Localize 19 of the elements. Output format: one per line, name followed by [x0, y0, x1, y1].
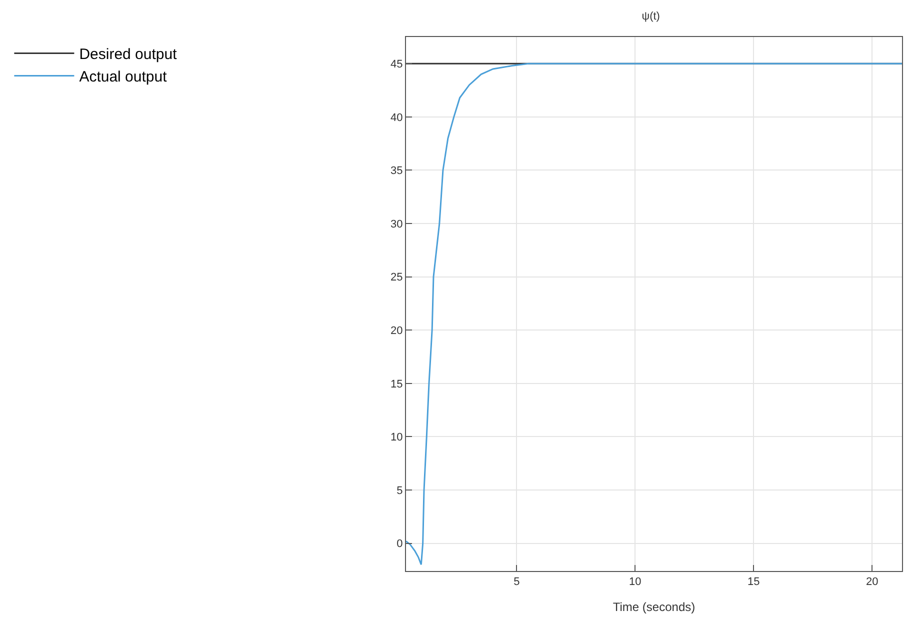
- legend-label: Actual output: [79, 68, 168, 86]
- y-tick-label: 45: [390, 58, 403, 70]
- y-tick-label: 5: [396, 484, 403, 497]
- x-tick-label: 15: [748, 576, 760, 588]
- y-tick-label: 35: [390, 165, 403, 178]
- y-tick-label: 25: [390, 272, 403, 284]
- y-tick-label: 15: [390, 378, 403, 390]
- y-tick-label: 10: [390, 432, 403, 444]
- x-tick-label: 10: [629, 576, 642, 588]
- x-axis-title: Time (seconds): [612, 600, 696, 614]
- y-tick-label: 0: [396, 538, 403, 550]
- y-tick-label: 20: [390, 324, 403, 337]
- chart-title: ψ(t): [642, 10, 660, 23]
- legend-label: Desired output: [79, 46, 178, 64]
- x-tick-label: 5: [514, 576, 520, 588]
- y-tick-label: 30: [390, 218, 403, 230]
- x-tick-label: 20: [866, 576, 878, 588]
- line-series: [406, 62, 902, 566]
- y-tick-label: 40: [390, 112, 403, 124]
